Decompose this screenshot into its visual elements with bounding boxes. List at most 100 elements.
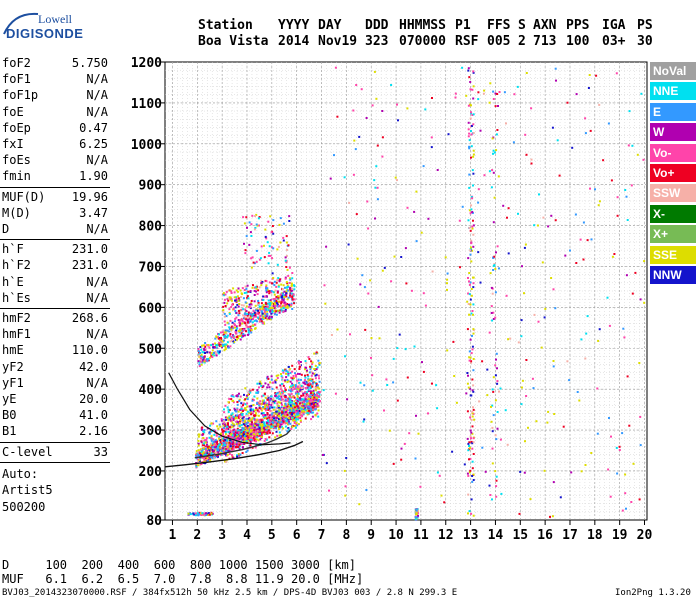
echo-point <box>233 437 236 440</box>
y-tick-label: 1200 <box>131 56 162 71</box>
echo-point <box>309 365 312 368</box>
echo-point <box>265 428 268 431</box>
echo-point <box>281 298 284 301</box>
x-tick-label: 15 <box>512 528 528 543</box>
echo-point <box>229 340 232 343</box>
echo-point <box>317 391 320 394</box>
echo-point <box>303 406 306 409</box>
echo-point <box>260 421 263 423</box>
echo-point <box>502 204 505 207</box>
echo-point <box>246 313 248 316</box>
echo-point <box>258 421 261 424</box>
echo-point <box>282 301 285 303</box>
echo-point <box>471 410 474 413</box>
echo-point <box>262 427 265 430</box>
echo-point <box>279 401 282 404</box>
echo-point <box>305 400 307 403</box>
echo-point <box>298 396 301 399</box>
echo-point <box>223 408 225 411</box>
echo-point <box>214 342 217 345</box>
echo-point <box>305 381 308 384</box>
echo-point <box>569 249 571 252</box>
echo-point <box>289 371 292 374</box>
echo-point <box>237 415 240 418</box>
echo-point <box>243 442 246 445</box>
echo-point <box>470 260 473 263</box>
echo-point <box>281 395 284 397</box>
echo-point <box>231 425 234 428</box>
echo-point <box>201 433 204 436</box>
echo-point <box>228 446 231 449</box>
echo-point <box>208 447 211 450</box>
echo-point <box>222 418 225 421</box>
echo-point <box>293 420 296 423</box>
echo-point <box>284 390 286 393</box>
echo-point <box>371 374 374 377</box>
echo-point <box>203 439 206 442</box>
echo-point <box>304 376 307 379</box>
echo-point <box>477 98 480 101</box>
echo-point <box>479 129 482 132</box>
echo-point <box>266 398 269 401</box>
echo-point <box>260 279 263 282</box>
echo-point <box>268 292 271 295</box>
echo-point <box>203 360 206 363</box>
echo-point <box>248 418 251 421</box>
echo-point <box>282 310 285 313</box>
echo-point <box>416 508 419 511</box>
echo-point <box>472 390 475 393</box>
echo-point <box>296 397 299 400</box>
echo-point <box>506 443 509 446</box>
echo-point <box>293 302 296 305</box>
echo-point <box>238 422 241 424</box>
echo-point <box>551 515 554 518</box>
echo-point <box>248 425 250 428</box>
echo-point <box>244 311 247 314</box>
header-col-day: DAY Nov19 <box>318 18 357 50</box>
echo-point <box>280 417 283 420</box>
echo-point <box>255 418 258 421</box>
echo-point <box>406 206 409 209</box>
echo-point <box>256 312 259 315</box>
echo-point <box>277 404 280 407</box>
echo-point <box>286 303 288 305</box>
legend-item-nne: NNE <box>650 82 696 101</box>
echo-point <box>204 445 207 448</box>
echo-point <box>271 225 274 227</box>
echo-point <box>497 105 499 107</box>
echo-point <box>621 432 624 435</box>
echo-point <box>238 443 241 446</box>
echo-point <box>414 516 417 519</box>
echo-point <box>243 427 246 430</box>
echo-point <box>245 451 248 453</box>
echo-point <box>243 418 246 421</box>
echo-point <box>330 334 333 336</box>
echo-point <box>413 345 416 348</box>
echo-point <box>266 412 269 414</box>
echo-point <box>265 438 268 441</box>
echo-point <box>222 311 225 314</box>
echo-point <box>289 386 292 389</box>
echo-point <box>291 295 294 298</box>
echo-point <box>580 470 583 473</box>
echo-point <box>254 422 257 425</box>
echo-point <box>252 284 254 287</box>
echo-point <box>287 427 290 430</box>
echo-point <box>361 274 364 277</box>
echo-point <box>274 298 277 301</box>
echo-point <box>275 407 278 410</box>
echo-point <box>205 449 208 452</box>
echo-point <box>262 414 264 417</box>
echo-point <box>248 243 251 246</box>
echo-point <box>276 416 279 419</box>
echo-point <box>472 286 475 289</box>
x-tick-label: 4 <box>243 528 251 543</box>
echo-point <box>250 313 253 316</box>
echo-point <box>201 361 204 364</box>
echo-point <box>226 447 229 450</box>
echo-point <box>263 428 266 431</box>
echo-point <box>270 291 273 294</box>
echo-point <box>308 402 311 405</box>
echo-point <box>381 110 384 112</box>
legend-item-xplus: X+ <box>650 225 696 244</box>
